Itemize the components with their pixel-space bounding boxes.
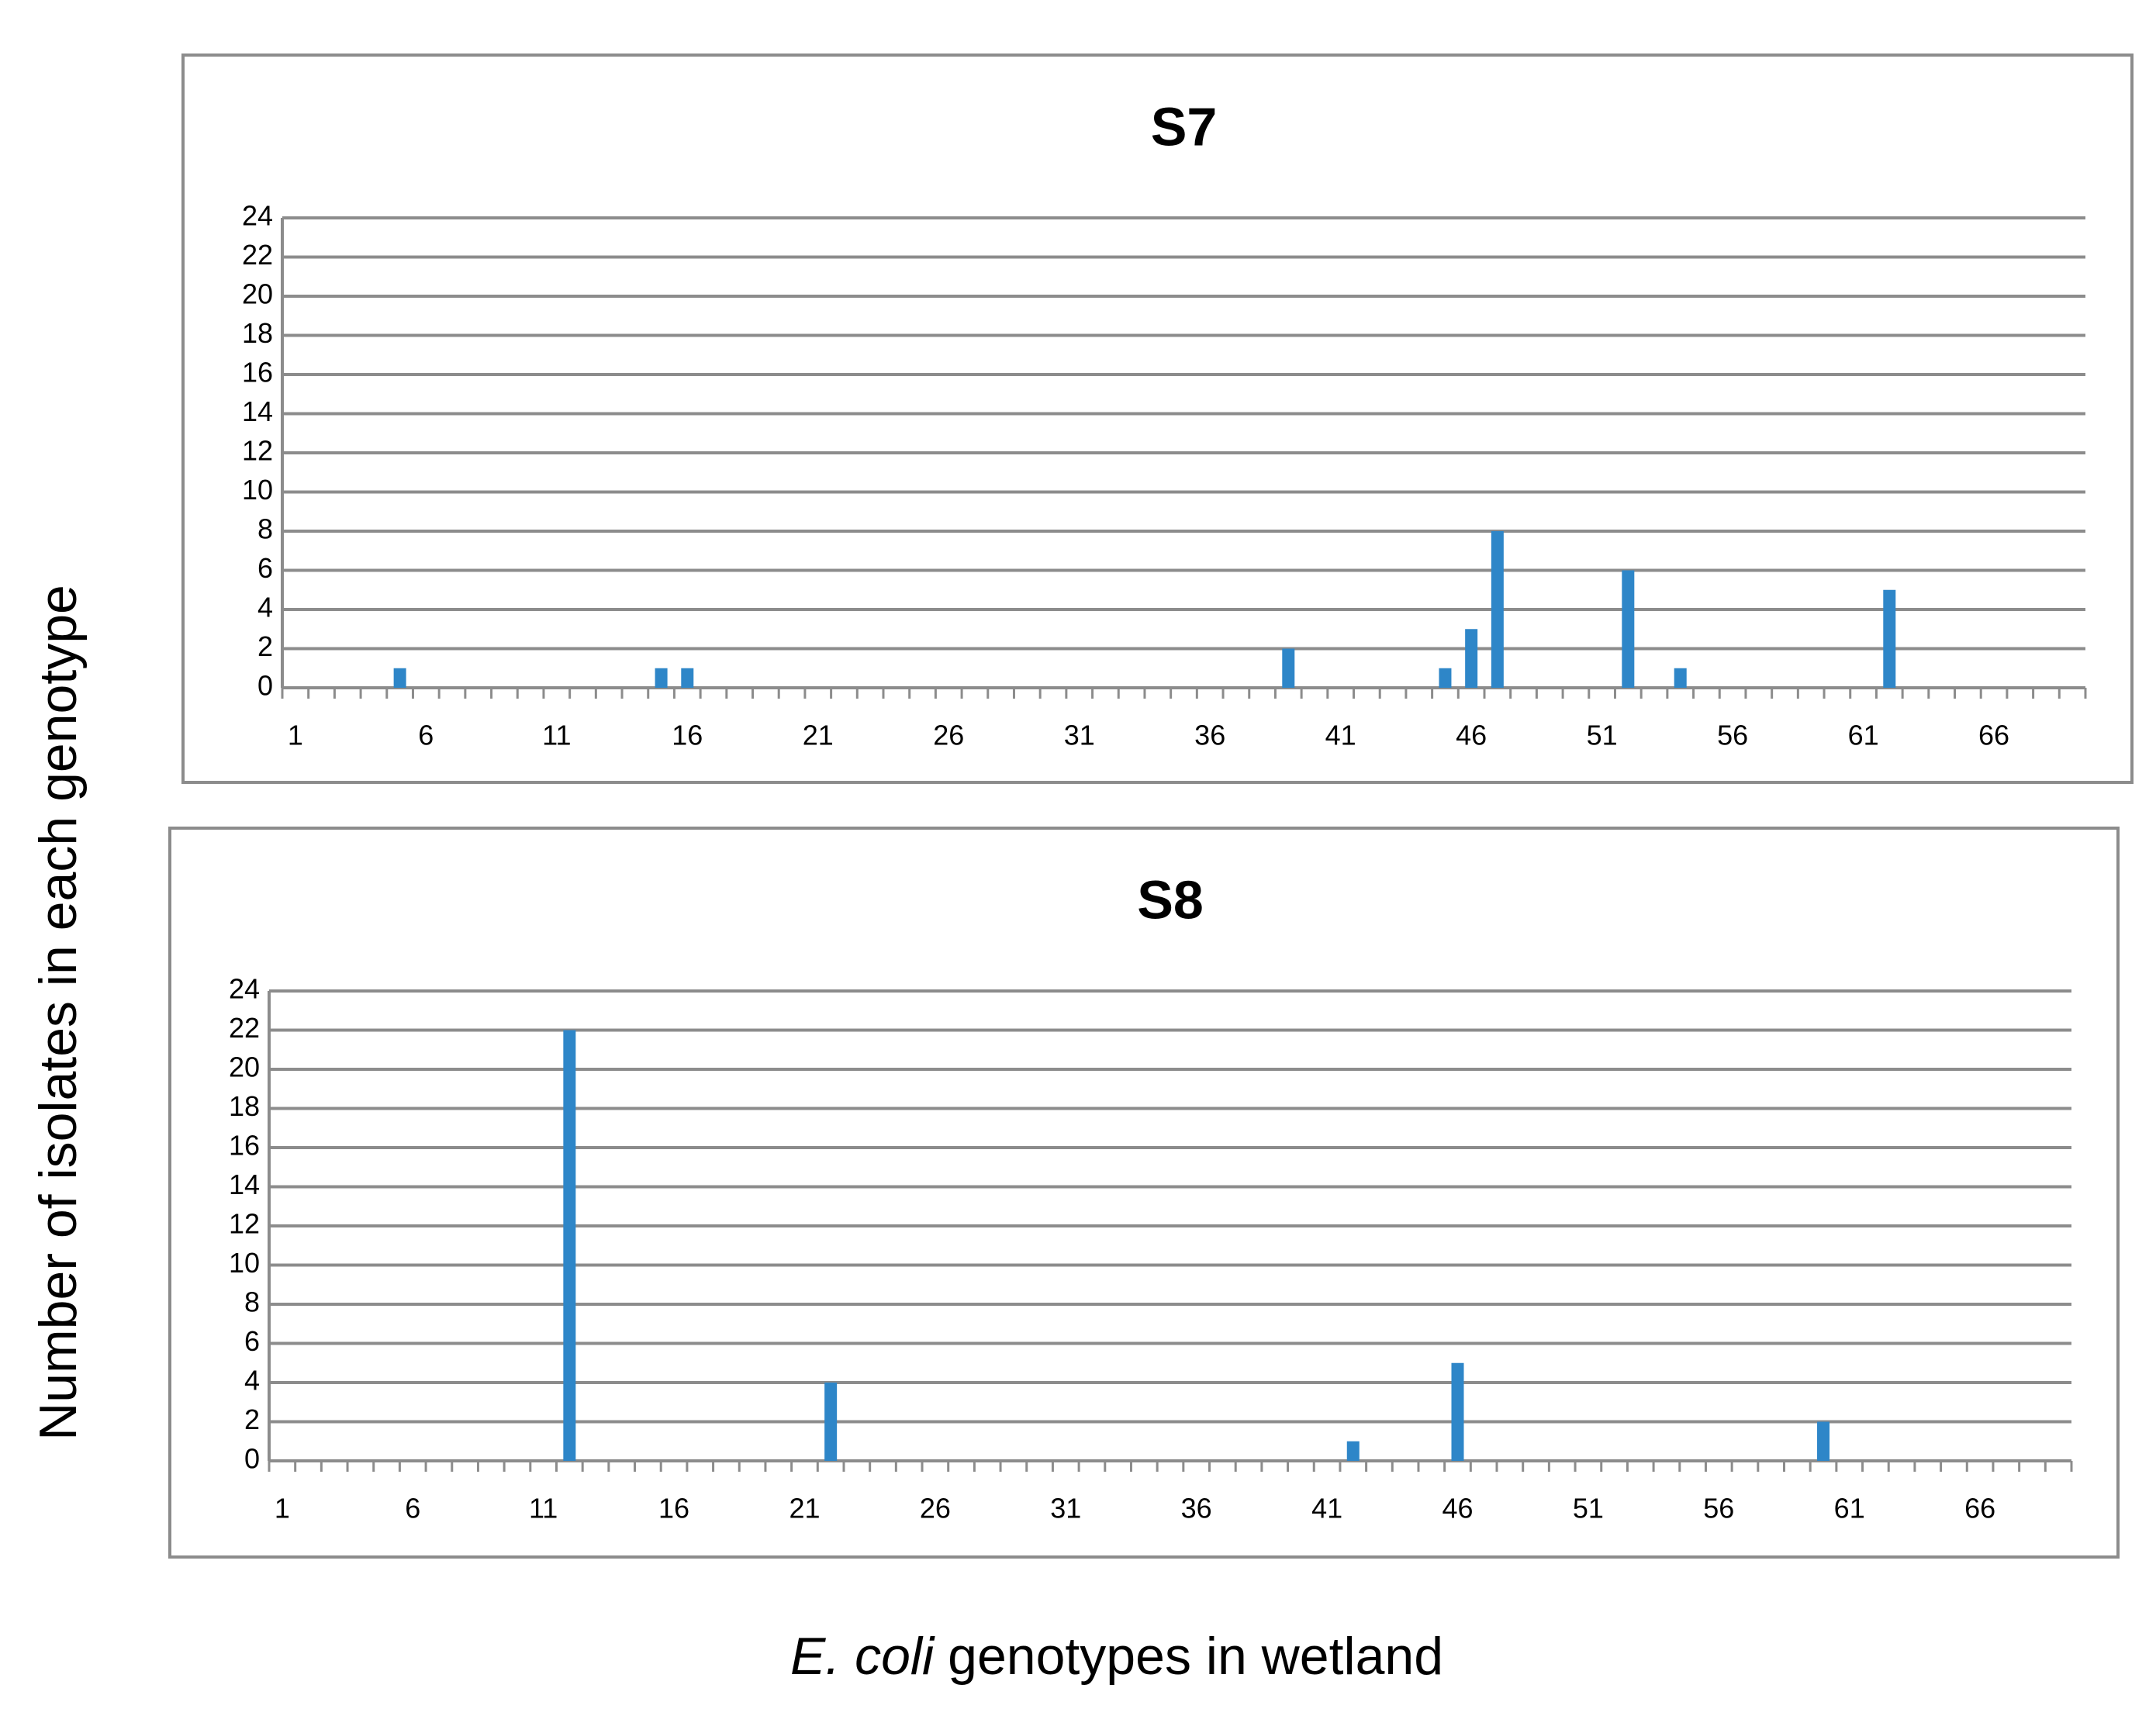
y-axis-label: Number of isolates in each genotype	[29, 585, 88, 1441]
chart-frame	[181, 54, 2134, 784]
x-tick-label: 16	[672, 720, 703, 751]
x-tick-label: 6	[405, 1493, 420, 1524]
x-tick-label: 46	[1442, 1493, 1473, 1524]
y-tick-label: 22	[242, 239, 273, 271]
bar	[681, 668, 694, 688]
x-tick-label: 1	[288, 720, 303, 751]
x-tick-label: 6	[418, 720, 434, 751]
bar	[1465, 629, 1478, 688]
x-tick-label: 26	[933, 720, 964, 751]
y-tick-label: 20	[229, 1051, 260, 1083]
chart-title: S7	[1151, 96, 1218, 157]
x-tick-label: 51	[1573, 1493, 1604, 1524]
bar	[1346, 1441, 1360, 1461]
y-tick-label: 14	[242, 395, 273, 427]
y-tick-label: 0	[244, 1443, 260, 1475]
y-tick-label: 24	[242, 200, 273, 232]
y-tick-label: 20	[242, 278, 273, 310]
y-tick-label: 16	[229, 1130, 260, 1162]
x-axis-label-part: E. coli	[790, 1627, 935, 1686]
x-tick-label: 31	[1050, 1493, 1081, 1524]
bar	[1282, 648, 1295, 688]
bar	[1622, 570, 1635, 688]
x-tick-label: 36	[1194, 720, 1225, 751]
x-tick-label: 11	[529, 1493, 558, 1524]
x-tick-label: 1	[275, 1493, 290, 1524]
y-tick-label: 2	[257, 630, 273, 662]
x-tick-label: 41	[1325, 720, 1356, 751]
bar	[1817, 1421, 1830, 1461]
x-tick-label: 46	[1456, 720, 1487, 751]
x-tick-label: 51	[1587, 720, 1618, 751]
y-tick-label: 2	[244, 1403, 260, 1435]
x-tick-label: 21	[803, 720, 834, 751]
bar	[563, 1030, 576, 1461]
bar	[1451, 1362, 1464, 1461]
x-tick-label: 56	[1717, 720, 1748, 751]
y-tick-label: 6	[257, 552, 273, 584]
chart-frame	[168, 827, 2120, 1559]
x-tick-label: 11	[542, 720, 571, 751]
x-tick-label: 61	[1834, 1493, 1865, 1524]
x-tick-label: 66	[1964, 1493, 1995, 1524]
x-tick-label: 21	[789, 1493, 820, 1524]
x-tick-label: 16	[658, 1493, 689, 1524]
x-tick-label: 41	[1311, 1493, 1342, 1524]
x-axis-label: E. coli genotypes in wetland	[790, 1627, 1443, 1686]
y-tick-label: 12	[229, 1208, 260, 1240]
bar	[393, 668, 406, 688]
y-tick-label: 12	[242, 435, 273, 467]
chart-title: S8	[1137, 869, 1204, 930]
bar	[1491, 531, 1504, 688]
y-tick-label: 8	[257, 513, 273, 545]
y-tick-label: 24	[229, 973, 260, 1005]
x-tick-label: 56	[1703, 1493, 1734, 1524]
y-tick-label: 10	[229, 1247, 260, 1279]
y-tick-label: 22	[229, 1012, 260, 1044]
y-tick-label: 18	[229, 1090, 260, 1122]
bar	[1439, 668, 1452, 688]
x-axis-label-part: genotypes in wetland	[948, 1627, 1443, 1686]
bar	[1883, 589, 1896, 688]
x-tick-label: 31	[1064, 720, 1095, 751]
y-tick-label: 16	[242, 357, 273, 388]
bar	[655, 668, 668, 688]
bar	[1674, 668, 1687, 688]
y-tick-label: 0	[257, 670, 273, 702]
x-tick-label: 36	[1181, 1493, 1212, 1524]
y-tick-label: 6	[244, 1325, 260, 1357]
x-tick-label: 66	[1978, 720, 2009, 751]
bar	[824, 1383, 838, 1461]
y-tick-label: 18	[242, 317, 273, 349]
x-tick-label: 61	[1848, 720, 1879, 751]
y-tick-label: 4	[257, 592, 273, 623]
y-tick-label: 14	[229, 1169, 260, 1200]
y-tick-label: 8	[244, 1286, 260, 1318]
y-tick-label: 4	[244, 1365, 260, 1397]
y-tick-label: 10	[242, 474, 273, 506]
x-tick-label: 26	[920, 1493, 951, 1524]
